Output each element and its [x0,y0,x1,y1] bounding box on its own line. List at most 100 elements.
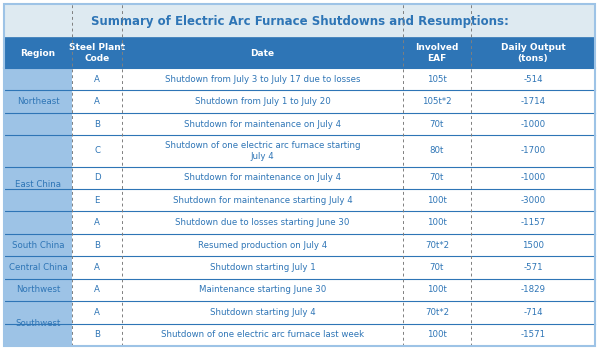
Text: Region: Region [20,49,56,57]
Text: C: C [94,146,100,155]
Text: Shutdown of one electric arc furnace last week: Shutdown of one electric arc furnace las… [161,330,364,339]
Bar [471,324,595,346]
Text: Southwest: Southwest [16,319,60,328]
Bar [403,211,471,234]
Text: B: B [94,330,100,339]
Bar [4,301,72,346]
Bar [122,189,403,211]
Text: Shutdown of one electric arc furnace starting
July 4: Shutdown of one electric arc furnace sta… [165,141,361,161]
Bar [471,135,595,167]
Bar [72,211,122,234]
Bar [122,113,403,135]
Text: Shutdown starting July 4: Shutdown starting July 4 [210,308,316,317]
Text: -571: -571 [523,263,543,272]
Bar [403,301,471,324]
Bar [471,189,595,211]
Text: -1700: -1700 [521,146,546,155]
Bar [4,256,72,279]
Text: 100t: 100t [427,286,447,294]
Bar [4,4,595,38]
Bar [471,38,595,68]
Text: -514: -514 [523,75,543,84]
Bar [4,234,72,256]
Text: Northwest: Northwest [16,286,60,294]
Text: Shutdown for maintenance on July 4: Shutdown for maintenance on July 4 [184,173,341,182]
Text: 105t: 105t [427,75,447,84]
Bar [122,38,403,68]
Bar [122,135,403,167]
Text: 100t: 100t [427,330,447,339]
Text: -1157: -1157 [521,218,546,227]
Bar [72,234,122,256]
Bar [4,38,72,68]
Bar [72,113,122,135]
Text: Northeast: Northeast [17,97,59,106]
Text: Central China: Central China [8,263,67,272]
Bar [471,68,595,90]
Text: A: A [94,75,100,84]
Text: -1000: -1000 [521,173,546,182]
Text: A: A [94,263,100,272]
Bar [122,167,403,189]
Text: 70t*2: 70t*2 [425,240,449,250]
Text: A: A [94,218,100,227]
Bar [471,211,595,234]
Text: -1714: -1714 [521,97,546,106]
Bar [403,167,471,189]
Text: E: E [94,196,100,205]
Bar [403,256,471,279]
Bar [403,234,471,256]
Text: Daily Output
(tons): Daily Output (tons) [501,43,565,63]
Text: Shutdown from July 1 to July 20: Shutdown from July 1 to July 20 [195,97,331,106]
Bar [72,90,122,113]
Text: A: A [94,97,100,106]
Text: East China: East China [15,180,61,189]
Bar [72,167,122,189]
Text: A: A [94,286,100,294]
Text: Steel Plant
Code: Steel Plant Code [69,43,125,63]
Bar [403,279,471,301]
Text: Summary of Electric Arc Furnace Shutdowns and Resumptions:: Summary of Electric Arc Furnace Shutdown… [90,14,509,28]
Bar [122,279,403,301]
Bar [471,234,595,256]
Bar [72,301,122,324]
Bar [72,135,122,167]
Text: 105t*2: 105t*2 [422,97,452,106]
Text: -714: -714 [523,308,543,317]
Text: 100t: 100t [427,218,447,227]
Bar [403,324,471,346]
Text: Shutdown starting July 1: Shutdown starting July 1 [210,263,316,272]
Text: Shutdown due to losses starting June 30: Shutdown due to losses starting June 30 [176,218,350,227]
Bar [471,301,595,324]
Text: 70t: 70t [429,173,444,182]
Text: Shutdown for maintenance starting July 4: Shutdown for maintenance starting July 4 [173,196,352,205]
Bar [4,135,72,234]
Text: -3000: -3000 [521,196,546,205]
Text: 1500: 1500 [522,240,544,250]
Text: Involved
EAF: Involved EAF [415,43,459,63]
Bar [72,279,122,301]
Text: Date: Date [250,49,274,57]
Bar [4,279,72,301]
Text: 100t: 100t [427,196,447,205]
Bar [122,256,403,279]
Text: B: B [94,240,100,250]
Bar [471,113,595,135]
Bar [72,324,122,346]
Text: South China: South China [12,240,64,250]
Bar [403,189,471,211]
Bar [122,324,403,346]
Bar [403,68,471,90]
Bar [403,135,471,167]
Bar [122,68,403,90]
Bar [4,68,72,135]
Text: Shutdown for maintenance on July 4: Shutdown for maintenance on July 4 [184,120,341,128]
Bar [72,68,122,90]
Bar [471,279,595,301]
Bar [471,256,595,279]
Bar [403,113,471,135]
Bar [72,256,122,279]
Bar [122,234,403,256]
Bar [72,38,122,68]
Bar [403,38,471,68]
